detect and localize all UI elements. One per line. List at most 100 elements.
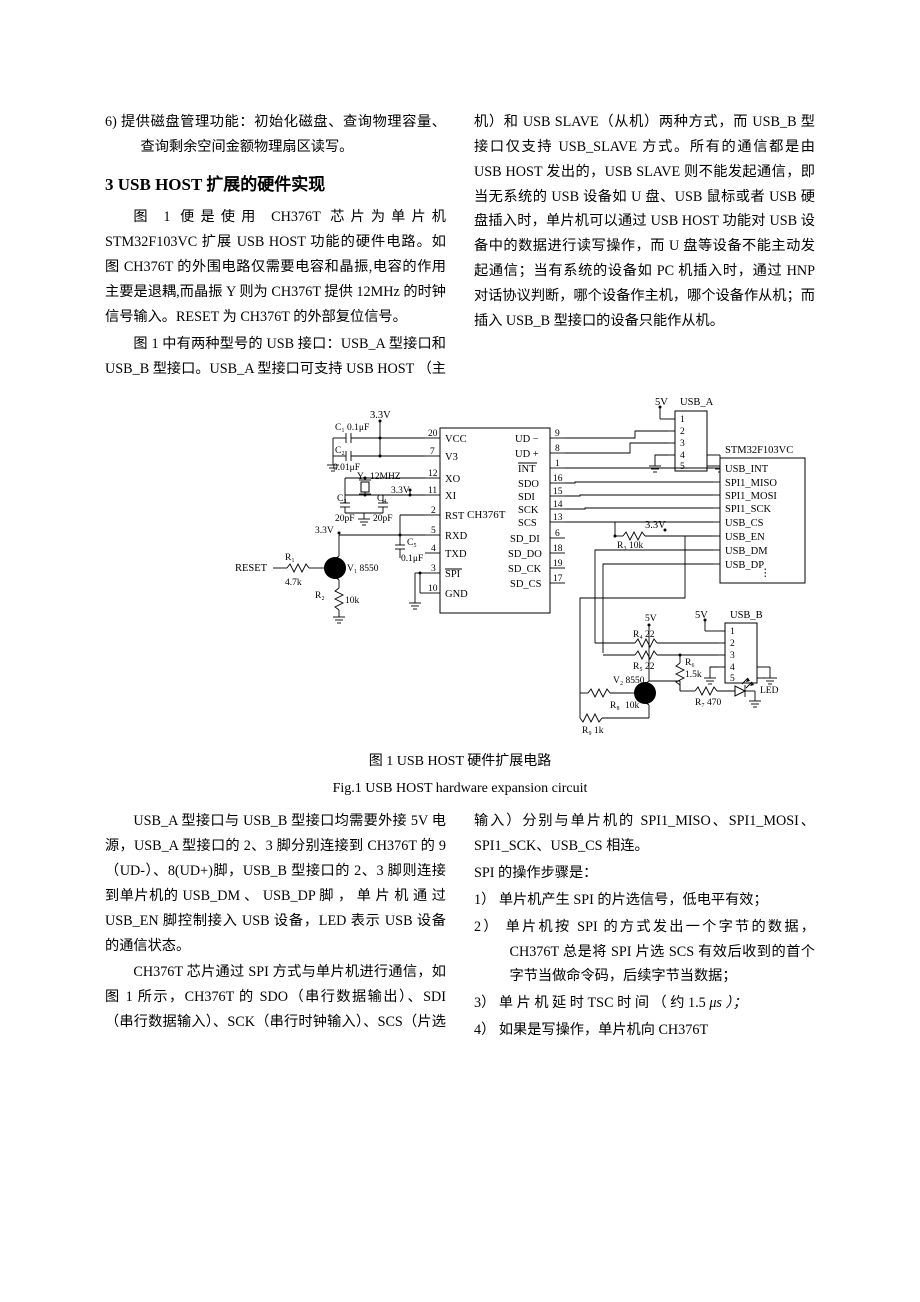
svg-text:SD_CS: SD_CS	[510, 579, 542, 590]
svg-text:11: 11	[428, 486, 437, 496]
svg-text:17: 17	[553, 574, 563, 584]
svg-text:USB_DM: USB_DM	[725, 546, 768, 557]
feature-6: 6) 提供磁盘管理功能：初始化磁盘、查询物理容量、查询剩余空间金额物理扇区读写。	[105, 110, 446, 160]
svg-text:3.3V: 3.3V	[645, 520, 666, 531]
svg-text:5: 5	[730, 674, 735, 684]
svg-text:3.3V: 3.3V	[370, 410, 391, 421]
svg-text:3.3V: 3.3V	[391, 486, 410, 496]
svg-text:INT: INT	[518, 464, 536, 475]
svg-text:1: 1	[555, 459, 560, 469]
svg-text:15: 15	[553, 487, 563, 497]
svg-text:C₄: C₄	[377, 494, 387, 504]
svg-text:SPI1_MISO: SPI1_MISO	[725, 478, 777, 489]
svg-text:R₆: R₆	[685, 658, 695, 668]
svg-text:2: 2	[730, 639, 735, 649]
svg-text:20: 20	[428, 429, 438, 439]
svg-text:R₂: R₂	[315, 591, 325, 601]
svg-text:5V: 5V	[645, 614, 657, 624]
svg-text:SD_CK: SD_CK	[508, 564, 542, 575]
svg-text:SDI: SDI	[518, 492, 535, 503]
svg-text:5: 5	[431, 526, 436, 536]
spi-step-1: 1） 单片机产生 SPI 的片选信号，低电平有效；	[474, 888, 815, 913]
figure-1-caption-zh: 图 1 USB HOST 硬件扩展电路	[105, 750, 815, 775]
svg-text:3: 3	[730, 651, 735, 661]
svg-text:GND: GND	[445, 589, 468, 600]
svg-text:SCS: SCS	[518, 518, 537, 529]
svg-text:1: 1	[730, 627, 735, 637]
sec3-para1: 图 1 便是使用 CH376T 芯片为单片机 STM32F103VC 扩展 US…	[105, 205, 446, 329]
svg-text:R₄ 22: R₄ 22	[633, 630, 655, 640]
spi-step-4: 4） 如果是写操作，单片机向 CH376T	[474, 1018, 815, 1043]
svg-text:C₂: C₂	[335, 446, 345, 456]
svg-text:18: 18	[553, 544, 563, 554]
svg-text:0.1μF: 0.1μF	[401, 554, 423, 564]
svg-text:LED: LED	[760, 686, 779, 696]
svg-text:UD −: UD −	[515, 434, 539, 445]
svg-text:R₃ 10k: R₃ 10k	[617, 541, 644, 551]
svg-text:C₁ 0.1μF: C₁ 0.1μF	[335, 423, 369, 433]
svg-text:STM32F103VC: STM32F103VC	[725, 445, 793, 456]
svg-text:14: 14	[553, 500, 563, 510]
svg-text:4: 4	[730, 663, 735, 673]
upper-columns: 6) 提供磁盘管理功能：初始化磁盘、查询物理容量、查询剩余空间金额物理扇区读写。…	[105, 110, 815, 381]
svg-text:12MHZ: 12MHZ	[370, 472, 401, 482]
svg-text:16: 16	[553, 474, 563, 484]
bullet6-text: 提供磁盘管理功能：初始化磁盘、查询物理容量、查询剩余空间金额物理扇区读写。	[121, 114, 446, 155]
svg-text:RESET: RESET	[235, 563, 268, 574]
svg-text:3.3V: 3.3V	[315, 526, 334, 536]
svg-text:1: 1	[680, 415, 685, 425]
svg-text:⋮: ⋮	[760, 568, 771, 579]
svg-text:V₂ 8550: V₂ 8550	[613, 676, 645, 686]
svg-text:0.01μF: 0.01μF	[333, 463, 360, 473]
svg-text:SD_DI: SD_DI	[510, 534, 540, 545]
figure-1-caption-en: Fig.1 USB HOST hardware expansion circui…	[105, 777, 815, 802]
svg-text:VCC: VCC	[445, 434, 467, 445]
spi-step-3: 3） 单 片 机 延 时 TSC 时 间 （ 约 1.5 μs ）；	[474, 991, 815, 1016]
chip-label: CH376T	[467, 509, 506, 521]
svg-text:SD_DO: SD_DO	[508, 549, 542, 560]
svg-text:RST: RST	[445, 511, 465, 522]
svg-text:TXD: TXD	[445, 549, 467, 560]
svg-text:9: 9	[555, 429, 560, 439]
bullet6-num: 6)	[105, 114, 117, 130]
svg-text:SDO: SDO	[518, 479, 539, 490]
svg-text:XO: XO	[445, 474, 461, 485]
svg-text:C₅: C₅	[407, 538, 417, 548]
svg-text:SPI: SPI	[445, 569, 461, 580]
svg-text:4: 4	[431, 544, 436, 554]
lower-columns: USB_A 型接口与 USB_B 型接口均需要外接 5V 电源，USB_A 型接…	[105, 809, 815, 1043]
svg-text:R₇ 470: R₇ 470	[695, 698, 722, 708]
svg-text:10: 10	[428, 584, 438, 594]
svg-text:12: 12	[428, 469, 438, 479]
svg-text:6: 6	[555, 529, 560, 539]
svg-text:USB_DP: USB_DP	[725, 560, 764, 571]
svg-text:UD +: UD +	[515, 449, 539, 460]
svg-text:7: 7	[430, 447, 435, 457]
para3: USB_A 型接口与 USB_B 型接口均需要外接 5V 电源，USB_A 型接…	[105, 809, 446, 958]
svg-text:SPI1_SCK: SPI1_SCK	[725, 504, 772, 515]
svg-text:5V: 5V	[655, 397, 668, 408]
svg-text:R₅ 22: R₅ 22	[633, 662, 655, 672]
svg-text:USB_INT: USB_INT	[725, 464, 769, 475]
svg-text:8: 8	[555, 444, 560, 454]
svg-text:V₁ 8550: V₁ 8550	[347, 564, 379, 574]
svg-text:10k: 10k	[345, 596, 360, 606]
svg-text:20pF: 20pF	[373, 514, 393, 524]
svg-text:USB_CS: USB_CS	[725, 518, 764, 529]
figure-1-schematic: CH376T 20VCC 7V3 12XO 11XI 2RST 5RXD 4TX…	[215, 393, 815, 748]
svg-text:RXD: RXD	[445, 531, 468, 542]
svg-text:2: 2	[680, 427, 685, 437]
svg-text:XI: XI	[445, 491, 457, 502]
svg-text:3: 3	[680, 439, 685, 449]
svg-text:13: 13	[553, 513, 563, 523]
svg-text:1.5k: 1.5k	[685, 670, 702, 680]
svg-text:R₁: R₁	[285, 553, 295, 563]
mu-s: μs ）；	[709, 995, 746, 1011]
svg-text:USB_A: USB_A	[680, 397, 714, 408]
svg-text:4: 4	[680, 451, 685, 461]
svg-text:4.7k: 4.7k	[285, 578, 302, 588]
svg-text:USB_EN: USB_EN	[725, 532, 765, 543]
spi-intro: SPI 的操作步骤是：	[474, 861, 815, 886]
svg-text:5: 5	[680, 462, 685, 472]
svg-text:10k: 10k	[625, 701, 640, 711]
